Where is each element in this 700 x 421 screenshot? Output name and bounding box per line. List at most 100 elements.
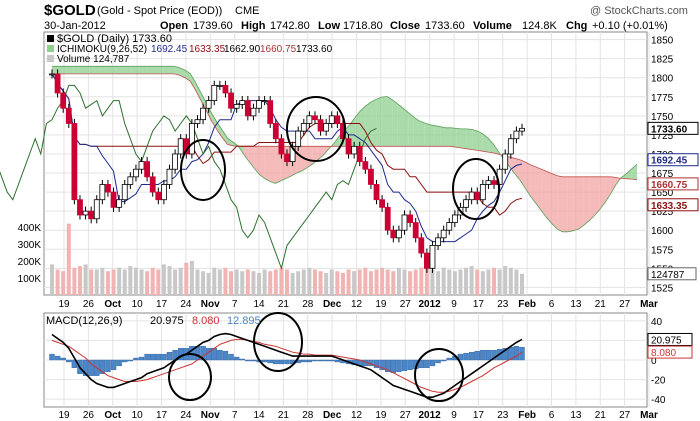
volume-bar xyxy=(273,269,278,295)
macd-histogram-bar xyxy=(133,357,139,361)
volume-bar xyxy=(486,269,491,295)
cloud-segment xyxy=(599,176,606,210)
ichimoku-legend-v1: 1692.45 xyxy=(151,44,188,55)
macd-legend-v1: 20.975 xyxy=(150,315,184,327)
macd-histogram-bar xyxy=(284,359,290,365)
price-marker-box xyxy=(647,121,699,135)
price-marker-box xyxy=(647,198,699,212)
candle-body xyxy=(356,145,363,162)
cloud-segment xyxy=(578,176,584,230)
cloud-segment xyxy=(610,176,616,195)
candle-body xyxy=(172,153,178,170)
candle-body xyxy=(435,237,441,246)
cloud-segment xyxy=(387,96,393,147)
cloud-segment xyxy=(227,138,233,146)
volume-bar xyxy=(391,271,396,295)
cloud-segment xyxy=(551,173,558,230)
macd-histogram-bar xyxy=(278,359,285,365)
cloud-segment xyxy=(94,66,100,74)
macd-histogram-bar xyxy=(435,359,441,364)
high-label: High xyxy=(241,20,266,32)
volume-bar xyxy=(122,269,127,295)
volume-bar xyxy=(469,266,474,295)
price-legend: $GOLD (Daily) 1733.60 ICHIMOKU(9,26,52) … xyxy=(47,33,333,65)
macd-legend-v3: 12.895 xyxy=(227,315,261,327)
open-value: 1739.60 xyxy=(193,20,233,32)
volume-bar xyxy=(329,269,334,295)
volume-y-tick: 300K xyxy=(18,240,42,251)
macd-histogram-bar xyxy=(424,359,430,369)
symbol-title: $GOLD xyxy=(44,2,96,19)
macd-histogram-bar xyxy=(261,359,268,363)
axes: 1525155015751600162516501675170017251750… xyxy=(18,36,699,421)
candle-body xyxy=(256,100,262,109)
cloud-segment xyxy=(520,159,526,189)
volume-bar xyxy=(424,266,429,295)
candle-body xyxy=(502,153,509,170)
close-label: Close xyxy=(390,20,420,32)
price-x-tick: 24 xyxy=(180,299,192,310)
macd-legend: MACD(12,26,9) 20.975 8.080 12.895 xyxy=(46,315,261,327)
macd-histogram-bar xyxy=(312,359,318,362)
price-marker-label: 1660.75 xyxy=(651,180,688,191)
macd-y-tick: -40 xyxy=(651,395,666,406)
cloud-segment xyxy=(110,66,116,74)
cloud-segment xyxy=(99,66,106,74)
cloud-segment xyxy=(259,146,265,179)
date-label: 30-Jan-2012 xyxy=(44,20,106,32)
candle-body xyxy=(407,214,413,223)
price-x-tick: 27 xyxy=(619,299,631,310)
price-y-tick: 1775 xyxy=(651,93,674,104)
volume-bar xyxy=(301,269,306,295)
macd-marker-label: 20.975 xyxy=(651,335,682,346)
volume-bar xyxy=(55,269,60,295)
cloud-segment xyxy=(158,66,164,74)
price-x-tick: Dec xyxy=(323,299,342,310)
volume-bar xyxy=(66,223,71,295)
volume-bar xyxy=(128,266,133,295)
candle-body xyxy=(362,161,369,170)
volume-bar xyxy=(89,269,94,295)
cloud-segment xyxy=(440,126,446,147)
volume-bar xyxy=(206,272,211,295)
candle-body xyxy=(418,237,425,254)
cloud-segment xyxy=(222,130,228,145)
macd-histogram-bar xyxy=(233,356,240,361)
macd-histogram-bar xyxy=(373,359,380,369)
price-x-tick: 13 xyxy=(570,299,582,310)
volume-bar xyxy=(441,267,446,295)
volume-bar xyxy=(352,271,357,295)
volume-bar xyxy=(357,269,362,295)
volume-bar xyxy=(436,271,441,295)
cloud-segment xyxy=(200,92,207,111)
price-x-tick: 23 xyxy=(497,299,509,310)
candle-body xyxy=(306,115,313,124)
price-legend-text: $GOLD (Daily) 1733.60 xyxy=(57,33,172,45)
macd-histogram-bar xyxy=(105,359,111,372)
macd-histogram-bar xyxy=(508,347,514,361)
macd-x-tick: 7 xyxy=(232,410,238,421)
candle-body xyxy=(300,123,307,132)
candle-body xyxy=(390,229,397,239)
volume-bar xyxy=(145,271,150,295)
cloud-segment xyxy=(594,176,600,216)
cloud-segment xyxy=(583,176,590,226)
volume-bar xyxy=(520,273,524,295)
cloud-segment xyxy=(626,168,632,180)
cloud-segment xyxy=(312,146,318,165)
cloud-segment xyxy=(509,156,515,174)
macd-histogram-bar xyxy=(485,350,492,361)
cloud-segment xyxy=(275,146,281,184)
volume-legend-text: Volume 124,787 xyxy=(57,54,130,65)
cloud-segment xyxy=(333,136,340,147)
price-y-tick: 1600 xyxy=(651,226,674,237)
cloud-segment xyxy=(589,176,595,221)
candle-body xyxy=(77,199,83,216)
volume-bars xyxy=(50,223,524,295)
candle-body xyxy=(177,138,184,155)
volume-bar xyxy=(514,269,519,295)
candle-body xyxy=(99,184,106,201)
macd-histogram-bar xyxy=(267,359,273,364)
candle-body xyxy=(194,119,201,124)
macd-y-tick: 40 xyxy=(651,317,663,328)
